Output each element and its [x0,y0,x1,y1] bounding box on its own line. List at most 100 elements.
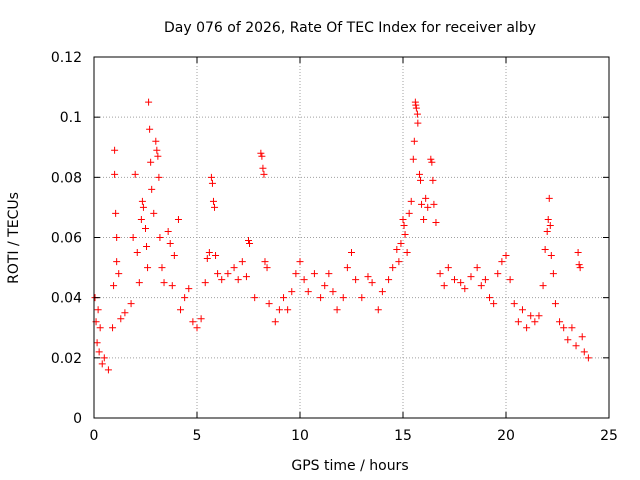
data-point [400,221,408,229]
data-point [461,285,469,293]
data-point [174,215,182,223]
y-axis-label: ROTI / TECUs [6,192,22,284]
data-point [527,312,535,320]
x-tick-label: 20 [497,428,515,444]
data-point [166,240,174,248]
data-point [143,243,151,251]
data-point [111,170,119,178]
data-point [115,270,123,278]
data-point [551,300,559,308]
data-point [321,282,329,290]
data-point [412,101,420,109]
data-point [150,209,158,217]
data-point [417,176,425,184]
data-point [238,258,246,266]
data-point [111,146,119,154]
data-point [409,155,417,163]
data-point [203,255,211,263]
data-point [94,306,102,314]
data-point [545,194,553,202]
data-point [170,252,178,260]
y-tick-label: 0.1 [60,110,82,126]
data-point [234,276,242,284]
data-point [444,264,452,272]
data-points [91,98,592,374]
data-point [212,252,220,260]
data-point [197,315,205,323]
data-point [152,137,160,145]
data-point [113,258,121,266]
data-point [224,270,232,278]
data-point [201,279,209,287]
data-point [395,258,403,266]
data-point [420,215,428,223]
data-point [156,234,164,241]
y-tick-label: 0.04 [51,291,82,307]
data-point [155,173,163,181]
data-point [263,264,271,272]
data-point [436,270,444,278]
data-point [185,285,193,293]
data-point [547,252,555,260]
data-point [506,276,514,284]
data-point [422,194,430,202]
y-tick-label: 0.06 [51,231,82,247]
data-point [457,279,465,287]
data-point [168,282,176,290]
data-point [418,200,426,208]
x-tick-label: 15 [394,428,412,444]
x-tick-label: 10 [291,428,309,444]
data-point [218,276,226,284]
data-point [142,224,149,232]
data-point [531,318,539,326]
data-point [473,264,481,272]
data-point [275,306,283,314]
data-point [110,282,118,290]
data-point [414,119,422,127]
data-point [385,276,393,284]
data-point [193,324,201,332]
data-point [96,324,104,332]
data-point [424,203,432,211]
data-point [415,170,423,178]
data-point [284,306,292,314]
data-point [304,288,312,296]
data-point [230,264,238,272]
data-point [568,324,576,332]
data-point [432,218,440,226]
data-point [177,306,185,314]
data-point [259,164,267,172]
data-point [164,227,172,235]
y-tick-label: 0.08 [51,170,82,186]
data-point [129,234,137,241]
data-point [403,249,411,257]
data-point [535,312,543,320]
data-point [153,146,161,154]
data-point [147,158,155,166]
data-point [117,315,125,323]
data-point [113,234,121,241]
data-point [207,173,215,181]
data-point [288,288,296,296]
data-point [429,176,437,184]
data-point [158,264,166,272]
x-tick-label: 25 [600,428,618,444]
data-point [477,282,485,290]
data-point [138,197,146,205]
data-point [181,294,189,302]
x-tick-label: 5 [193,428,202,444]
data-point [467,273,475,281]
data-point [401,230,409,238]
data-point [154,152,162,160]
data-point [428,158,436,166]
data-point [405,209,413,217]
data-point [205,249,213,257]
data-point [251,294,259,302]
data-point [494,270,502,278]
data-point [430,200,438,208]
data-point [95,348,103,356]
data-point [135,279,143,287]
data-point [544,215,552,223]
data-point [393,246,401,254]
